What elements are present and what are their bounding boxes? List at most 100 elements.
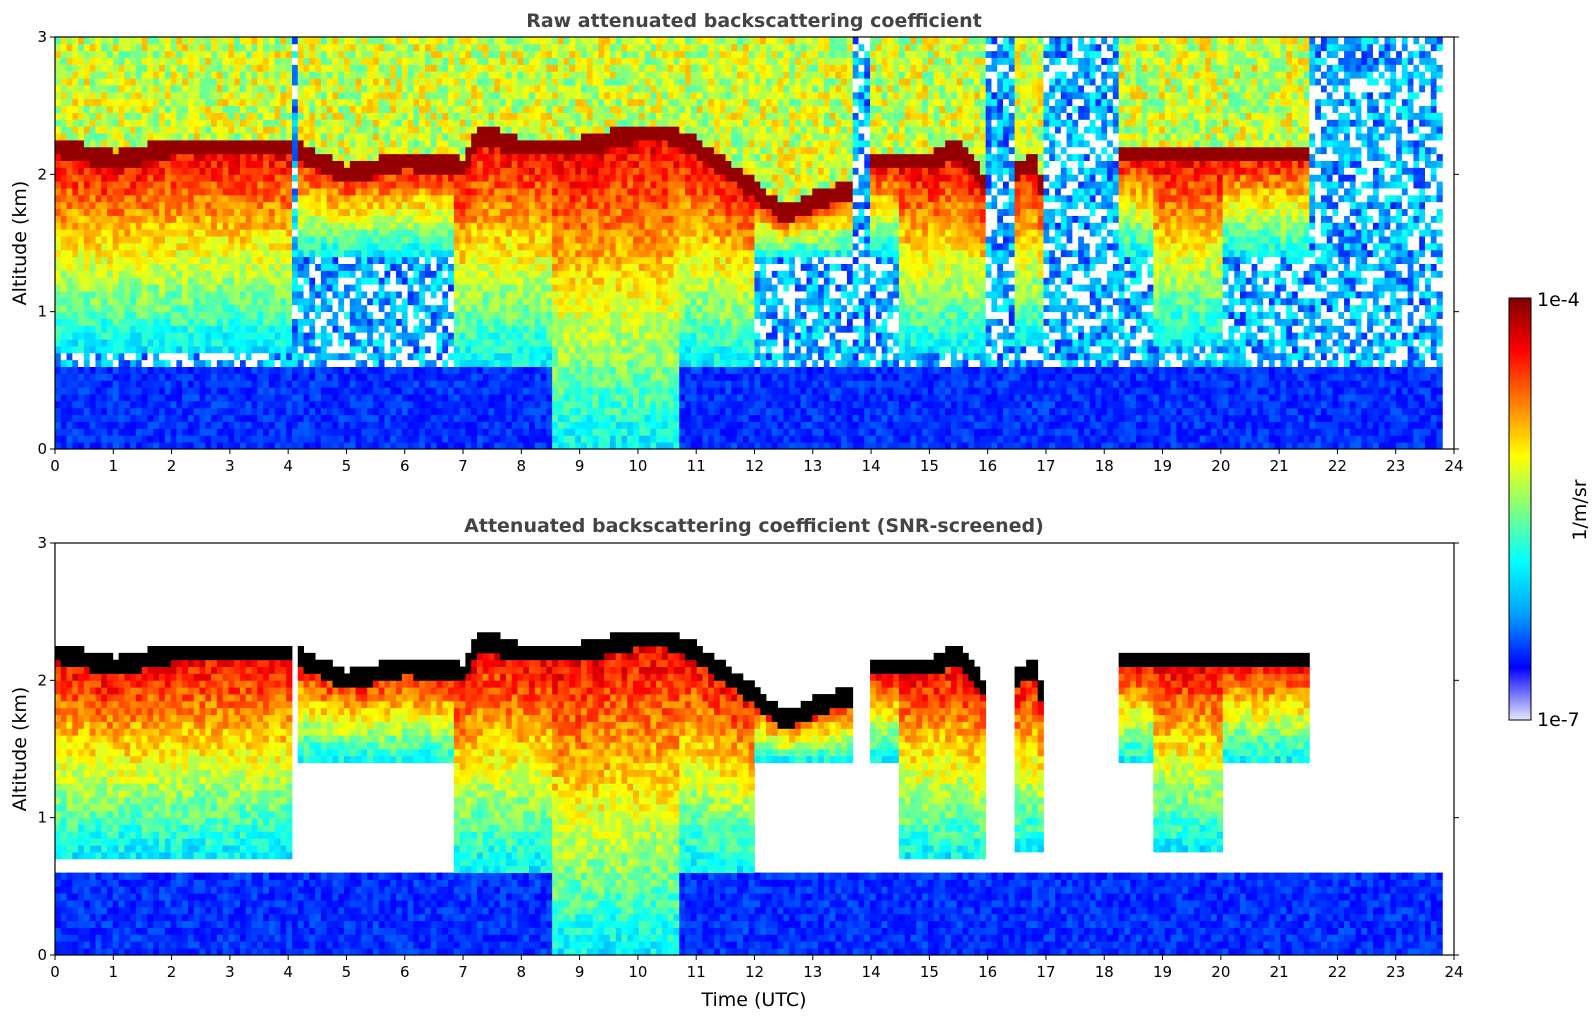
- backscatter-cell: [482, 167, 489, 175]
- backscatter-cell: [205, 428, 212, 436]
- backscatter-cell: [147, 201, 154, 210]
- backscatter-cell: [193, 43, 200, 52]
- backscatter-cell: [112, 284, 119, 292]
- backscatter-cell: [309, 140, 316, 148]
- backscatter-cell: [205, 352, 212, 361]
- backscatter-cell: [153, 359, 160, 367]
- backscatter-cell: [187, 98, 195, 107]
- backscatter-cell: [239, 263, 247, 271]
- backscatter-cell: [523, 181, 530, 189]
- backscatter-cell: [476, 297, 484, 306]
- backscatter-cell: [182, 366, 189, 374]
- backscatter-cell: [130, 311, 137, 319]
- backscatter-cell: [372, 414, 380, 422]
- backscatter-cell: [141, 194, 148, 203]
- backscatter-cell: [141, 332, 148, 340]
- backscatter-cell: [199, 229, 206, 237]
- backscatter-cell: [60, 339, 67, 347]
- backscatter-cell: [390, 119, 397, 127]
- backscatter-cell: [448, 352, 455, 361]
- backscatter-cell: [292, 400, 299, 409]
- backscatter-cell: [159, 167, 166, 175]
- backscatter-cell: [488, 380, 495, 388]
- backscatter-cell: [488, 421, 495, 429]
- backscatter-cell: [344, 194, 351, 203]
- backscatter-cell: [338, 133, 345, 141]
- backscatter-cell: [436, 112, 443, 120]
- backscatter-cell: [107, 50, 114, 58]
- backscatter-cell: [222, 229, 229, 237]
- backscatter-cell: [83, 37, 91, 45]
- backscatter-cell: [413, 263, 420, 271]
- backscatter-cell: [465, 297, 472, 306]
- backscatter-cell: [424, 304, 432, 313]
- backscatter-cell: [182, 181, 189, 189]
- backscatter-cell: [303, 37, 310, 45]
- backscatter-cell: [448, 153, 455, 161]
- backscatter-cell: [471, 85, 478, 93]
- backscatter-cell: [286, 442, 293, 450]
- backscatter-cell: [332, 407, 339, 416]
- backscatter-cell: [182, 407, 189, 416]
- backscatter-cell: [349, 194, 356, 203]
- backscatter-cell: [268, 160, 276, 168]
- backscatter-cell: [494, 421, 501, 429]
- backscatter-cell: [505, 201, 513, 210]
- backscatter-cell: [211, 311, 218, 319]
- backscatter-cell: [164, 277, 172, 285]
- backscatter-cell: [349, 407, 356, 416]
- backscatter-cell: [245, 380, 252, 388]
- backscatter-cell: [309, 146, 316, 155]
- backscatter-cell: [315, 167, 322, 175]
- backscatter-cell: [355, 318, 362, 326]
- backscatter-cell: [78, 215, 85, 223]
- backscatter-cell: [280, 394, 287, 402]
- backscatter-cell: [378, 352, 385, 361]
- backscatter-cell: [303, 304, 310, 313]
- backscatter-cell: [361, 78, 368, 86]
- backscatter-cell: [216, 85, 224, 93]
- backscatter-cell: [159, 339, 166, 347]
- backscatter-cell: [263, 133, 270, 141]
- backscatter-cell: [193, 400, 200, 409]
- backscatter-cell: [430, 85, 437, 93]
- backscatter-cell: [205, 85, 212, 93]
- backscatter-cell: [274, 359, 281, 367]
- backscatter-cell: [135, 140, 143, 148]
- backscatter-cell: [107, 297, 114, 306]
- backscatter-cell: [338, 380, 345, 388]
- backscatter-cell: [205, 263, 212, 271]
- backscatter-cell: [118, 91, 125, 100]
- backscatter-cell: [228, 387, 235, 395]
- backscatter-cell: [424, 346, 432, 354]
- backscatter-cell: [315, 339, 322, 347]
- backscatter-cell: [251, 284, 258, 292]
- backscatter-cell: [211, 346, 218, 354]
- backscatter-cell: [124, 112, 131, 120]
- backscatter-cell: [309, 71, 316, 79]
- backscatter-cell: [459, 373, 466, 381]
- backscatter-cell: [286, 78, 293, 86]
- backscatter-cell: [315, 57, 322, 65]
- backscatter-cell: [170, 188, 177, 196]
- backscatter-cell: [199, 140, 206, 148]
- backscatter-cell: [384, 222, 391, 230]
- backscatter-cell: [378, 215, 385, 223]
- backscatter-cell: [390, 442, 397, 450]
- backscatter-cell: [476, 222, 484, 230]
- backscatter-cell: [176, 400, 183, 409]
- backscatter-cell: [344, 270, 351, 278]
- backscatter-cell: [170, 387, 177, 395]
- backscatter-cell: [303, 428, 310, 436]
- backscatter-cell: [107, 174, 114, 182]
- backscatter-cell: [338, 421, 345, 429]
- backscatter-cell: [147, 359, 154, 367]
- backscatter-cell: [257, 318, 264, 326]
- backscatter-cell: [78, 311, 85, 319]
- backscatter-cell: [378, 50, 385, 58]
- backscatter-cell: [326, 359, 333, 367]
- backscatter-cell: [78, 140, 85, 148]
- backscatter-cell: [153, 105, 160, 113]
- backscatter-cell: [494, 270, 501, 278]
- backscatter-cell: [141, 407, 148, 416]
